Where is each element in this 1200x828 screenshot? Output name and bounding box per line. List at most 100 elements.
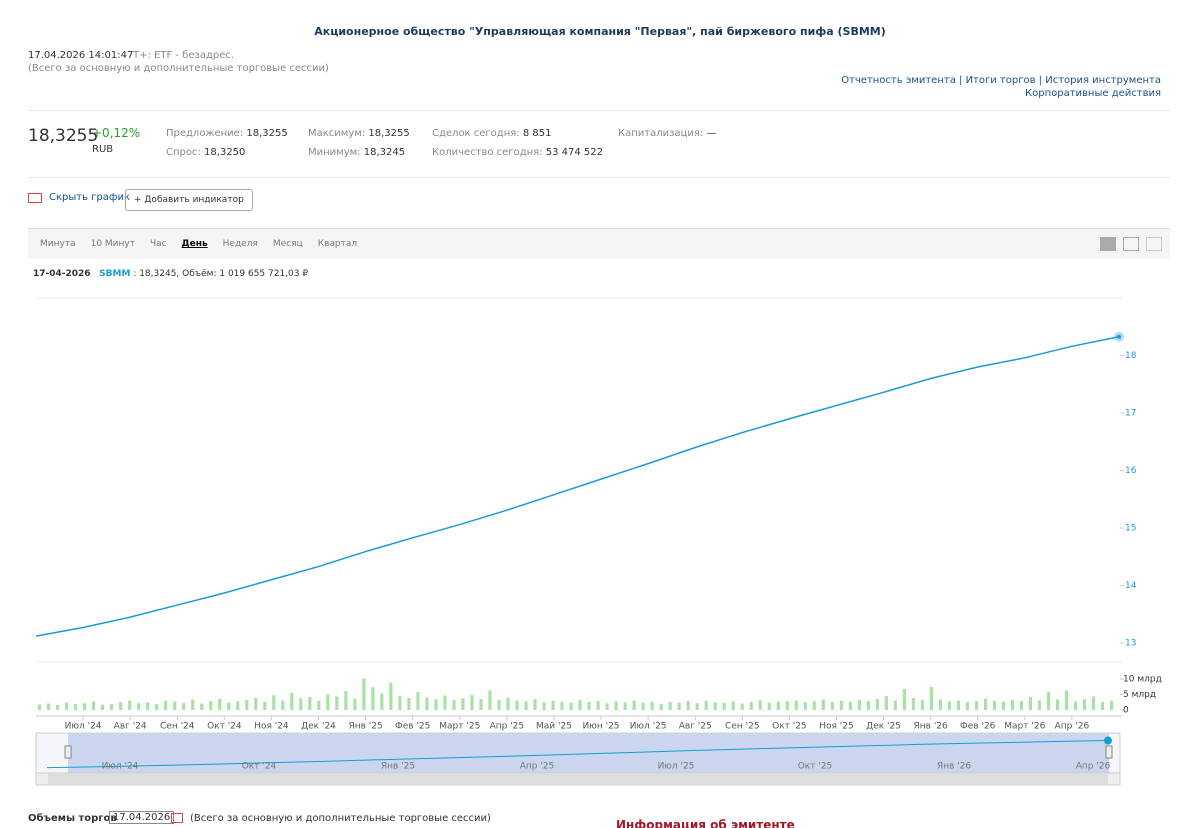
tab[interactable]: Час <box>149 239 167 249</box>
volume-bar <box>1109 700 1114 710</box>
add-indicator-button[interactable]: + Добавить индикатор <box>125 189 253 211</box>
bar-mode-icon[interactable] <box>1146 237 1162 251</box>
volume-bar <box>740 703 744 710</box>
volume-bar <box>911 697 915 710</box>
navigator-window[interactable] <box>68 733 1109 773</box>
tab[interactable]: Месяц <box>272 239 303 249</box>
x-tick-label: Сен '25 <box>725 722 760 732</box>
price: 18,3255 <box>28 126 99 146</box>
link[interactable]: Отчетность эмитента <box>841 75 956 86</box>
volume-bar <box>362 678 366 710</box>
volume-bar <box>983 698 988 710</box>
volume-bar <box>272 695 276 710</box>
divider <box>28 177 1170 178</box>
info-text: : 18,3245, Объём: 1 019 655 721,03 ₽ <box>133 269 309 279</box>
x-tick-label: Март '26 <box>1004 722 1045 732</box>
volume-bar <box>596 701 600 710</box>
link[interactable]: История инструмента <box>1045 75 1161 86</box>
line-mode-icon[interactable] <box>1100 237 1116 251</box>
navigator-handle[interactable] <box>1105 745 1113 759</box>
x-tick-label: Авг '24 <box>114 722 147 732</box>
session-note: (Всего за основную и дополнительные торг… <box>28 63 329 74</box>
volume-bar <box>812 701 816 710</box>
info-ticker: SBMM <box>99 269 131 279</box>
volume-bar <box>1082 699 1087 710</box>
volume-bar <box>704 700 708 710</box>
x-tick-label: Ноя '25 <box>819 722 853 732</box>
volume-bar <box>308 697 312 710</box>
volume-bar <box>533 698 537 710</box>
volume-bar <box>416 692 420 710</box>
volume-bar <box>290 692 294 710</box>
field-value: 18,3250 <box>204 147 246 158</box>
y-tick-label: 15 <box>1125 524 1136 534</box>
link[interactable]: Итоги торгов <box>965 75 1036 86</box>
x-tick-label: Авг '25 <box>679 722 712 732</box>
status: T+: ETF - безадрес. <box>133 50 235 61</box>
tab[interactable]: Квартал <box>317 239 358 249</box>
volume-bar <box>101 704 105 710</box>
volume-bar <box>254 697 258 710</box>
x-tick-label: Окт '24 <box>207 722 242 732</box>
volume-bar <box>110 703 114 710</box>
scrollbar-thumb[interactable] <box>48 774 1108 784</box>
x-tick-label: Апр '26 <box>1055 722 1090 732</box>
volume-bar <box>236 701 240 710</box>
x-tick-label: Ноя '24 <box>254 722 289 732</box>
tab[interactable]: 10 Минут <box>90 239 135 249</box>
navigator-label: Июл '25 <box>658 762 695 772</box>
volume-bar <box>578 699 582 710</box>
volume-bar <box>776 701 780 710</box>
hide-chart-button[interactable]: Скрыть график <box>49 192 130 203</box>
volume-bar <box>461 698 465 710</box>
x-tick-label: Фев '25 <box>395 722 430 732</box>
info-line: 17-04-2026 SBMM : 18,3245, Объём: 1 019 … <box>33 269 308 279</box>
volume-bar <box>623 702 627 710</box>
volume-bar <box>65 702 69 710</box>
volume-bar <box>119 701 123 710</box>
volume-bar <box>947 701 951 710</box>
x-tick-label: Июн '25 <box>583 722 620 732</box>
volume-bar <box>47 703 51 710</box>
navigator-label: Янв '25 <box>381 762 415 772</box>
volume-bar <box>263 701 267 710</box>
y-tick-label: 17 <box>1125 409 1136 419</box>
x-tick-label: Фев '26 <box>960 722 996 732</box>
volume-bar <box>371 687 375 710</box>
volume-bar <box>506 697 510 710</box>
volume-bar <box>929 686 933 710</box>
volume-bar <box>794 700 798 710</box>
volume-bar <box>587 701 591 710</box>
navigator-line <box>46 740 1109 769</box>
candle-mode-icon[interactable] <box>1123 237 1139 251</box>
volume-bar <box>1028 697 1033 710</box>
volume-bar <box>650 701 654 710</box>
tab[interactable]: День <box>181 239 208 249</box>
date-input[interactable]: 17.04.2026 <box>109 811 175 824</box>
volume-bar <box>857 699 861 710</box>
volume-bar <box>938 699 942 710</box>
link[interactable]: Корпоративные действия <box>1025 88 1161 99</box>
field: Количество сегодня: 53 474 522 <box>432 147 603 158</box>
links: Отчетность эмитента | Итоги торгов | Ист… <box>841 75 1161 86</box>
volume-bar <box>749 701 753 710</box>
tab[interactable]: Неделя <box>222 239 258 249</box>
volume-bar <box>344 690 348 710</box>
volume-bar <box>884 696 888 710</box>
navigator-label: Июл '24 <box>102 762 139 772</box>
y-tick-label: 14 <box>1125 581 1137 591</box>
volume-bar <box>209 701 213 710</box>
volume-bar <box>551 700 555 710</box>
volume-bar <box>83 703 87 710</box>
field-label: Предложение: <box>166 128 244 139</box>
calendar-icon[interactable] <box>171 813 183 823</box>
navigator-handle[interactable] <box>64 745 72 759</box>
volume-bar <box>434 699 438 710</box>
volume-bar <box>407 697 411 710</box>
field-value: 18,3255 <box>246 128 288 139</box>
volume-bar <box>1046 691 1051 710</box>
change: +0,12% <box>92 126 141 140</box>
tab[interactable]: Минута <box>40 239 76 249</box>
